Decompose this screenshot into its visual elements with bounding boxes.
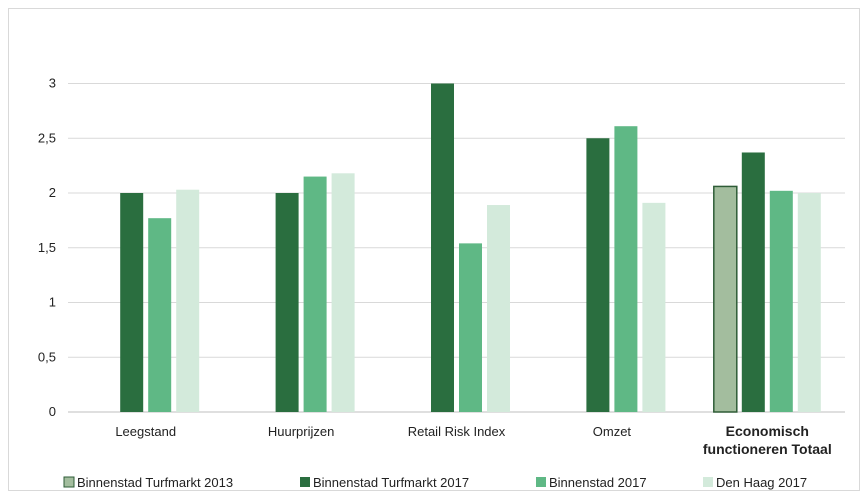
y-tick-label: 2: [49, 185, 56, 200]
x-axis-ticks: Leegstand Huurprijzen Retail Risk Index Omz…: [115, 423, 831, 457]
legend: Binnenstad Turfmarkt 2013 Binnenstad Turf…: [63, 475, 807, 490]
legend-swatch: [63, 476, 75, 488]
bar: [331, 173, 355, 412]
legend-swatch: [536, 477, 546, 487]
x-tick-label: Leegstand: [115, 424, 176, 439]
bar: [769, 190, 793, 412]
y-tick-label: 0,5: [38, 349, 56, 364]
bar: [487, 205, 510, 412]
x-tick-label: Omzet: [593, 424, 632, 439]
y-tick-label: 2,5: [38, 130, 56, 145]
y-tick-label: 3: [49, 76, 56, 91]
legend-label: Binnenstad 2017: [549, 475, 647, 490]
bars: [120, 83, 821, 413]
bar: [148, 218, 172, 412]
x-tick-label: Huurprijzen: [268, 424, 334, 439]
bar: [797, 193, 821, 412]
bar: [741, 152, 765, 413]
bar: [303, 176, 327, 412]
x-tick-label: Retail Risk Index: [408, 424, 506, 439]
bar: [614, 126, 638, 412]
legend-label: Den Haag 2017: [716, 475, 807, 490]
legend-label: Binnenstad Turfmarkt 2017: [313, 475, 469, 490]
y-tick-label: 1,5: [38, 240, 56, 255]
legend-label: Binnenstad Turfmarkt 2013: [77, 475, 233, 490]
bar: [431, 83, 454, 412]
legend-swatch: [300, 477, 310, 487]
bar: [275, 193, 299, 412]
y-axis-ticks: 0 0,5 1 1,5 2 2,5 3: [38, 76, 56, 420]
y-tick-label: 1: [49, 295, 56, 310]
bar: [176, 189, 200, 412]
bar: [120, 193, 144, 412]
bar: [713, 185, 738, 413]
bar: [459, 243, 482, 412]
y-tick-label: 0: [49, 404, 56, 419]
legend-swatch: [703, 477, 713, 487]
bar: [642, 202, 666, 412]
x-tick-label: Economisch functioneren Totaal: [703, 423, 832, 457]
bar: [586, 138, 610, 412]
